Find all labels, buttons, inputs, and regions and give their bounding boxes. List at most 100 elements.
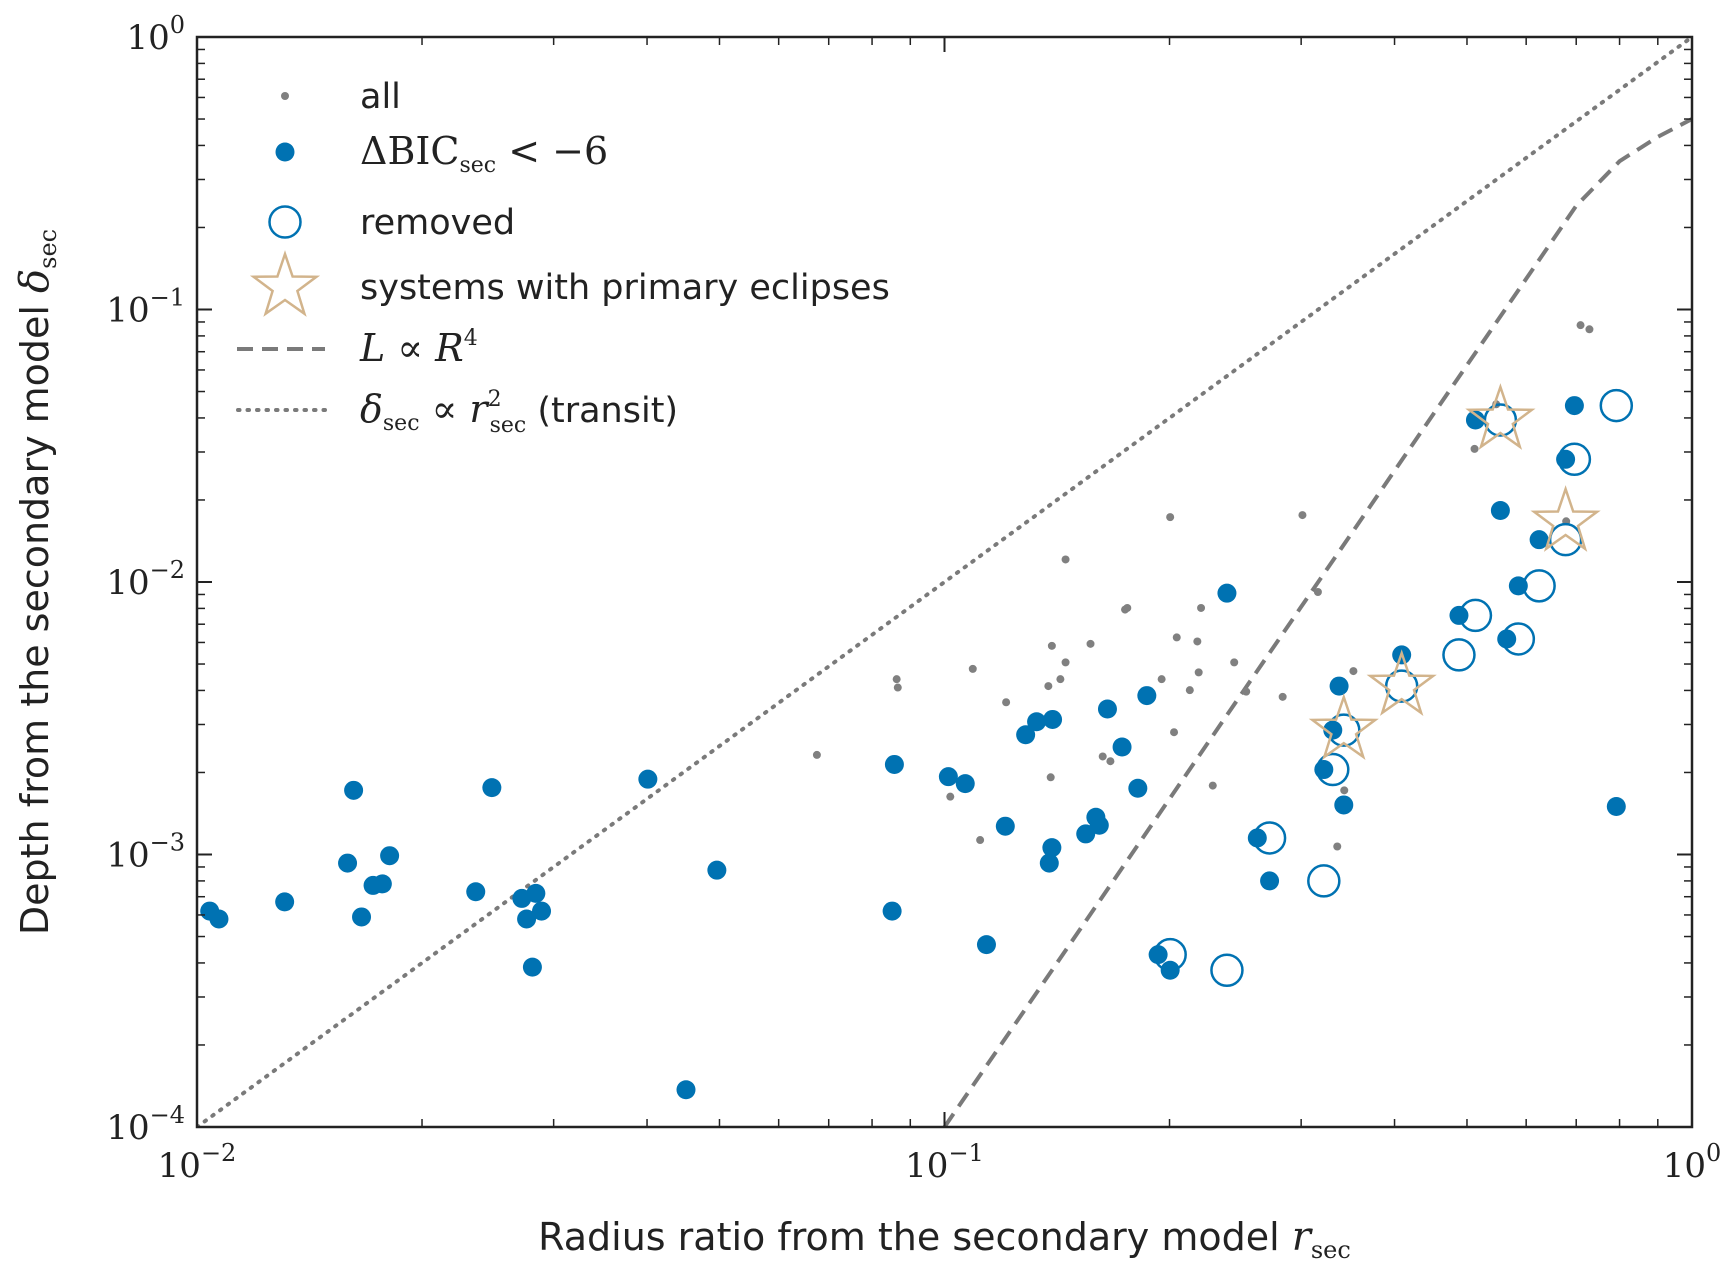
point-all (1106, 757, 1115, 766)
point-bic (1556, 449, 1576, 469)
x-axis-label: Radius ratio from the secondary model rs… (538, 1214, 1351, 1264)
point-all (1086, 639, 1095, 648)
point-all (1123, 603, 1132, 612)
point-bic (1260, 871, 1280, 891)
legend-item-bic: ΔBICsec < −6 (275, 129, 608, 178)
point-all (1197, 603, 1206, 612)
point-bic (352, 907, 372, 927)
plot-clip-group (197, 37, 1692, 1127)
point-bic (344, 780, 364, 800)
y-tick-label: 100 (126, 11, 185, 58)
point-all (1170, 728, 1179, 737)
point-bic (482, 778, 502, 798)
point-bic (1314, 760, 1334, 780)
y-tick-label: 10−1 (106, 284, 185, 331)
point-bic (1137, 686, 1157, 706)
legend-label-dashed: L ∝ R4 (359, 326, 478, 370)
point-all (1044, 682, 1053, 691)
point-all (812, 750, 821, 759)
point-all (1172, 633, 1181, 642)
point-all (1313, 587, 1322, 596)
point-removed-ring (1442, 638, 1476, 672)
x-tick-label: 10−1 (905, 1139, 984, 1186)
point-all (1242, 687, 1251, 696)
legend-item-all: all (281, 77, 401, 117)
point-all (968, 664, 977, 673)
point-bic (1160, 960, 1180, 980)
point-bic (1323, 720, 1343, 740)
point-all (1056, 675, 1065, 684)
point-removed-ring (1548, 522, 1583, 557)
point-bic (1039, 853, 1059, 873)
point-primary-eclipse-star (1465, 383, 1536, 450)
point-all (976, 836, 985, 845)
legend-label-all: all (360, 77, 401, 117)
point-all (1061, 658, 1070, 667)
point-bic (638, 769, 658, 789)
point-bic (1334, 795, 1354, 815)
point-removed-ring (1384, 669, 1419, 703)
legend-item-dashed: L ∝ R4 (237, 326, 478, 370)
point-all (1333, 842, 1342, 851)
legend-item-removed: removed (268, 203, 515, 243)
point-bic (466, 882, 486, 902)
point-all (1046, 773, 1055, 782)
point-all (1278, 692, 1287, 701)
point-bic (1217, 583, 1237, 603)
point-bic (676, 1080, 696, 1100)
point-all (1340, 786, 1349, 795)
legend-label-dotted: δsec ∝ r2 sec (transit) (360, 387, 678, 438)
legend: all ΔBICsec < −6 removed systems with prima… (236, 77, 890, 438)
point-bic (275, 892, 295, 912)
axes: 10−2 10−1 100 10−4 10−3 10−2 10−1 100 Radius rat… (12, 11, 1721, 1264)
legend-label-star: systems with primary eclipses (360, 268, 890, 308)
point-all (1585, 325, 1594, 334)
legend-star-marker (249, 250, 321, 317)
point-removed-ring (1599, 388, 1634, 423)
point-bic (1465, 410, 1485, 430)
point-all (1194, 668, 1203, 677)
plot-area (197, 37, 1692, 1127)
point-bic (976, 935, 996, 955)
point-bic (1148, 945, 1168, 965)
point-all (1193, 637, 1202, 646)
point-bic (955, 774, 975, 794)
legend-bic-marker (275, 142, 295, 162)
point-all (1157, 675, 1166, 684)
point-bic (1606, 797, 1626, 817)
point-bic (707, 860, 727, 880)
point-primary-eclipse-star (1530, 485, 1601, 552)
point-bic (380, 846, 400, 866)
point-bic (1449, 605, 1469, 625)
point-removed-ring (1522, 569, 1556, 603)
point-bic (1097, 699, 1117, 719)
point-all (1002, 698, 1011, 707)
point-bic (1043, 709, 1063, 729)
point-all (1230, 658, 1239, 667)
x-tick-label: 100 (1663, 1139, 1722, 1186)
legend-item-dotted: δsec ∝ r2 sec (transit) (236, 387, 678, 438)
point-bic (1529, 530, 1549, 550)
point-bic (1128, 778, 1148, 798)
point-bic (1112, 737, 1132, 757)
y-axis-label: Depth from the secondary model δsec (12, 229, 62, 935)
point-bic (1564, 396, 1584, 416)
point-primary-eclipse-star (1308, 693, 1379, 760)
point-all (1349, 667, 1358, 676)
point-all (1298, 511, 1307, 520)
point-bic (338, 853, 358, 873)
luminosity-dashed-line (942, 117, 1692, 1127)
y-tick-label: 10−3 (106, 829, 185, 876)
legend-label-removed: removed (360, 203, 515, 243)
point-bic (1027, 712, 1047, 732)
transit-dotted-line (197, 37, 1692, 1127)
point-bic (532, 901, 552, 921)
point-all (892, 675, 901, 684)
point-all (893, 683, 902, 692)
point-bic (938, 767, 958, 787)
point-removed-ring (1210, 953, 1244, 988)
point-bic (1329, 676, 1349, 696)
point-bic (1508, 576, 1528, 596)
point-all (1061, 555, 1070, 564)
